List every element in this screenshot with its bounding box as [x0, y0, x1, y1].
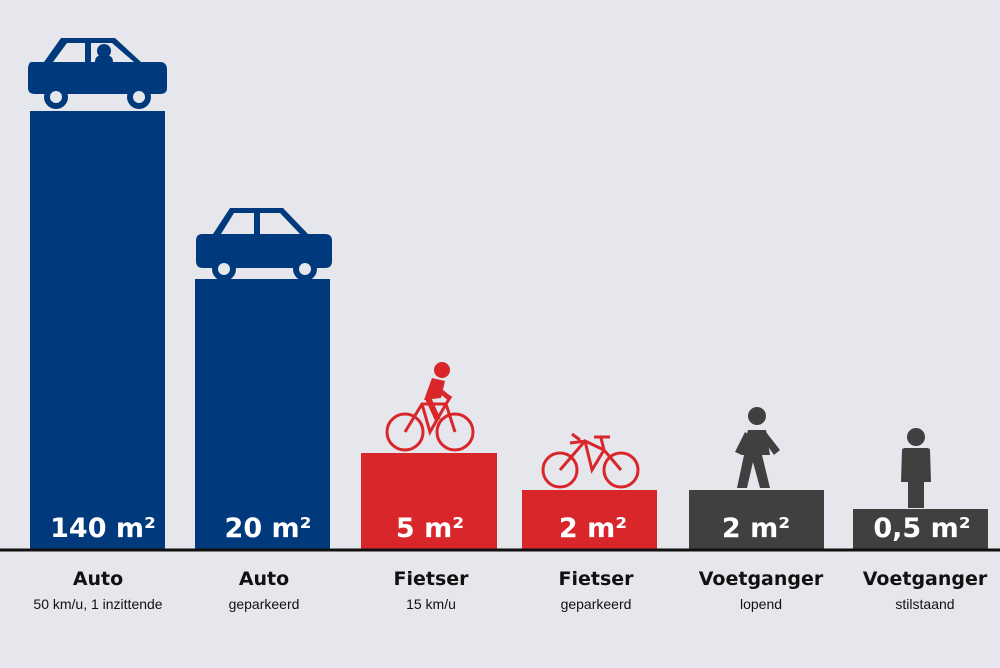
bar-fietser-riding [361, 453, 497, 550]
car-icon [28, 38, 167, 109]
category-sublabel: lopend [740, 596, 782, 612]
category-label: Fietser [393, 568, 469, 590]
value-label: 2 m² [559, 513, 627, 544]
bar-auto-parked [195, 279, 330, 550]
cyclist-icon [385, 362, 475, 452]
category-label: Voetganger [863, 568, 988, 590]
car-icon [196, 208, 332, 281]
category-sublabel: geparkeerd [561, 596, 632, 612]
value-label: 140 m² [50, 513, 156, 544]
bar-auto-driving [30, 111, 165, 550]
bar-fietser-parked [522, 490, 657, 550]
category-label: Auto [73, 568, 123, 590]
bar-voetganger-standing [853, 509, 988, 550]
bicycle-icon [541, 432, 640, 489]
value-label: 0,5 m² [873, 513, 970, 544]
value-label: 2 m² [722, 513, 790, 544]
value-label: 5 m² [396, 513, 464, 544]
category-sublabel: 15 km/u [406, 596, 456, 612]
walking-person-icon [735, 407, 780, 488]
value-label: 20 m² [225, 513, 312, 544]
category-label: Fietser [558, 568, 634, 590]
category-sublabel: stilstaand [895, 596, 954, 612]
category-sublabel: 50 km/u, 1 inzittende [33, 596, 162, 612]
category-label: Voetganger [699, 568, 824, 590]
category-sublabel: geparkeerd [229, 596, 300, 612]
standing-person-icon [901, 428, 931, 508]
category-label: Auto [239, 568, 289, 590]
bar-voetganger-walking [689, 490, 824, 550]
